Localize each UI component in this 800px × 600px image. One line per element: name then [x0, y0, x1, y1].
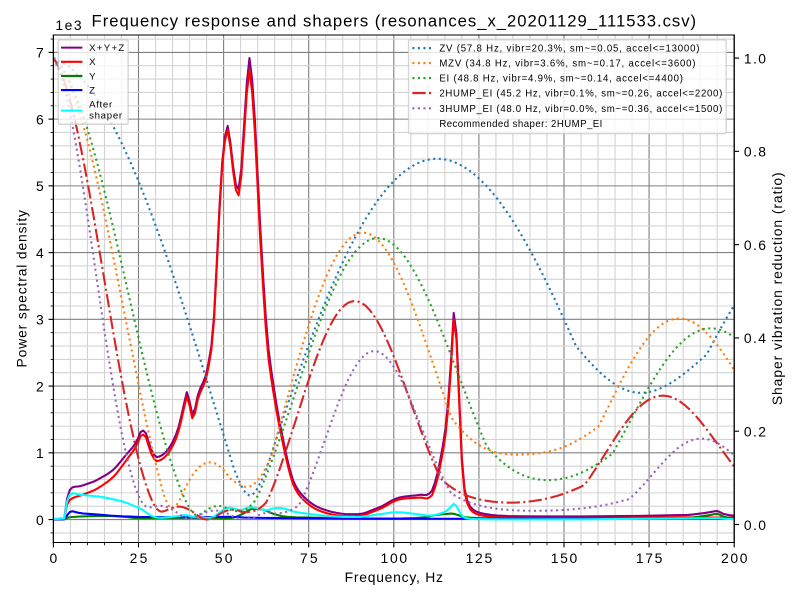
svg-text:5: 5	[36, 178, 44, 194]
svg-text:25: 25	[130, 550, 148, 566]
svg-text:50: 50	[215, 550, 233, 566]
svg-text:150: 150	[551, 550, 578, 566]
svg-text:Power spectral density: Power spectral density	[13, 210, 29, 368]
svg-text:0.8: 0.8	[744, 144, 766, 160]
svg-text:2HUMP_EI (45.2 Hz, vibr=0.1%,: 2HUMP_EI (45.2 Hz, vibr=0.1%, sm~=0.26, …	[439, 88, 722, 99]
svg-text:X: X	[89, 57, 96, 68]
svg-text:shaper: shaper	[89, 110, 123, 121]
svg-text:Y: Y	[89, 71, 96, 82]
svg-text:3HUMP_EI (48.0 Hz, vibr=0.0%,: 3HUMP_EI (48.0 Hz, vibr=0.0%, sm~=0.36, …	[439, 104, 722, 115]
svg-text:0: 0	[50, 550, 58, 566]
svg-text:0: 0	[36, 512, 44, 528]
svg-text:1: 1	[36, 445, 44, 461]
svg-text:2: 2	[36, 378, 44, 394]
svg-text:0.4: 0.4	[744, 330, 766, 346]
svg-text:X+Y+Z: X+Y+Z	[89, 43, 124, 54]
svg-text:Shaper vibration reduction (ra: Shaper vibration reduction (ratio)	[769, 172, 785, 405]
svg-text:175: 175	[636, 550, 663, 566]
svg-text:1.0: 1.0	[744, 50, 766, 66]
svg-text:4: 4	[36, 245, 44, 261]
svg-text:0.2: 0.2	[744, 423, 766, 439]
svg-text:EI (48.8 Hz, vibr=4.9%, sm~=0.: EI (48.8 Hz, vibr=4.9%, sm~=0.14, accel<…	[439, 73, 683, 84]
svg-text:Recommended shaper: 2HUMP_EI: Recommended shaper: 2HUMP_EI	[439, 119, 602, 130]
svg-text:Z: Z	[89, 85, 95, 96]
svg-text:0.0: 0.0	[744, 517, 766, 533]
svg-text:125: 125	[466, 550, 493, 566]
svg-text:1e3: 1e3	[55, 17, 82, 33]
svg-text:75: 75	[300, 550, 318, 566]
svg-text:7: 7	[36, 45, 44, 61]
svg-text:0.6: 0.6	[744, 237, 766, 253]
svg-text:MZV (34.8 Hz, vibr=3.6%, sm~=0: MZV (34.8 Hz, vibr=3.6%, sm~=0.17, accel…	[439, 58, 695, 69]
svg-text:100: 100	[381, 550, 408, 566]
svg-text:200: 200	[721, 550, 748, 566]
svg-text:Frequency response and shapers: Frequency response and shapers (resonanc…	[92, 12, 697, 31]
svg-text:3: 3	[36, 312, 44, 328]
svg-text:Frequency, Hz: Frequency, Hz	[345, 569, 443, 585]
svg-text:ZV (57.8 Hz, vibr=20.3%, sm~=0: ZV (57.8 Hz, vibr=20.3%, sm~=0.05, accel…	[439, 43, 699, 54]
svg-text:6: 6	[36, 111, 44, 127]
svg-text:After: After	[89, 100, 113, 111]
